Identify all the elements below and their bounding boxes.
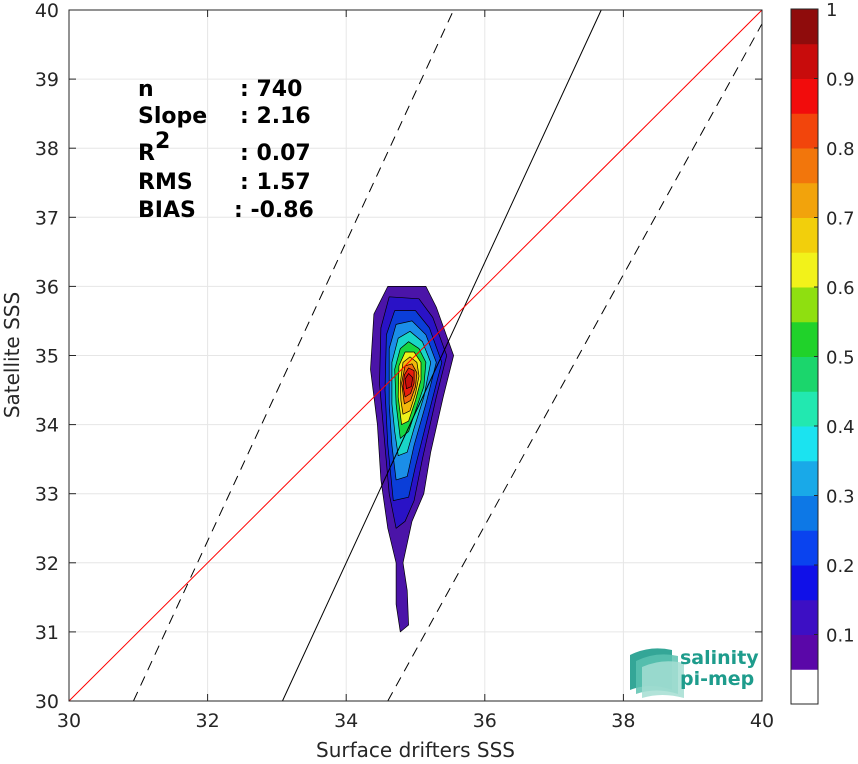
stat-rms-value: : 1.57	[240, 170, 311, 195]
colorbar-segment-16	[791, 113, 818, 149]
colorbar-segment-0	[791, 669, 818, 705]
colorbar-segment-15	[791, 148, 818, 184]
y-tick-label-37: 37	[35, 207, 59, 229]
x-tick-label-32: 32	[196, 710, 220, 732]
colorbar-segment-6	[791, 460, 818, 496]
colorbar-tick-label-0.5: 0.5	[826, 348, 855, 369]
stat-n-key: n	[138, 77, 154, 102]
logo-line2: pi-mep	[680, 668, 754, 690]
regression-lower-bound-line	[387, 23, 763, 702]
colorbar-segment-9	[791, 356, 818, 392]
colorbar-segment-1	[791, 634, 818, 670]
stat-r2-value: : 0.07	[240, 141, 311, 166]
logo-line1: salinity	[680, 647, 759, 669]
stat-rms-key: RMS	[138, 170, 193, 195]
colorbar-segment-8	[791, 391, 818, 427]
stat-slope-key: Slope	[138, 104, 207, 129]
y-tick-label-33: 33	[35, 484, 59, 506]
colorbar-tick-label-0.8: 0.8	[826, 139, 855, 160]
y-tick-label-35: 35	[35, 346, 59, 368]
colorbar-tick-label-0.6: 0.6	[826, 278, 855, 299]
stats-box: n : 740 Slope : 2.16 R 2 : 0.07 RMS : 1.…	[138, 77, 314, 223]
y-tick-label-30: 30	[35, 691, 59, 713]
y-tick-label-31: 31	[35, 622, 59, 644]
axis-ticks: 30 32 34 36 38 40 30 31 32 33 34 35 36 37 38 39 40	[35, 0, 774, 732]
density-contours	[370, 286, 454, 633]
colorbar-tick-label-0.4: 0.4	[826, 417, 855, 438]
y-tick-label-38: 38	[35, 138, 59, 160]
stat-r2-sup: 2	[155, 129, 170, 154]
x-tick-label-30: 30	[57, 710, 81, 732]
stat-bias-key: BIAS	[138, 198, 196, 223]
regression-upper-bound-line	[132, 9, 455, 702]
colorbar-tick-label-0.2: 0.2	[826, 556, 855, 577]
stat-n-value: : 740	[240, 77, 302, 102]
x-tick-label-38: 38	[611, 710, 635, 732]
colorbar-segment-7	[791, 426, 818, 462]
colorbar: 0.1 0.2 0.3 0.4 0.5 0.6 0.7 0.8 0.9 1	[790, 0, 855, 705]
y-tick-label-34: 34	[35, 415, 59, 437]
colorbar-segment-13	[791, 217, 818, 253]
y-tick-label-39: 39	[35, 69, 59, 91]
colorbar-segment-18	[791, 43, 818, 79]
colorbar-segment-5	[791, 495, 818, 531]
y-tick-label-32: 32	[35, 553, 59, 575]
colorbar-tick-label-1: 1	[826, 0, 837, 21]
stat-bias-value: : -0.86	[234, 198, 314, 223]
colorbar-segment-19	[791, 9, 818, 45]
colorbar-segment-17	[791, 78, 818, 114]
x-tick-label-34: 34	[334, 710, 358, 732]
colorbar-segment-11	[791, 287, 818, 323]
x-tick-label-40: 40	[750, 710, 774, 732]
y-tick-label-40: 40	[35, 0, 59, 22]
y-tick-label-36: 36	[35, 276, 59, 298]
colorbar-segment-2	[791, 599, 818, 635]
regression-line	[281, 9, 602, 702]
colorbar-tick-label-0.1: 0.1	[826, 626, 855, 647]
colorbar-segment-3	[791, 565, 818, 601]
logo-waves-icon	[630, 648, 684, 698]
y-axis-label: Satellite SSS	[0, 292, 24, 418]
colorbar-tick-label-0.9: 0.9	[826, 70, 855, 91]
stat-r2-key: R	[138, 141, 155, 166]
contour-level-1	[404, 373, 414, 390]
salinity-pimep-logo: salinity pi-mep	[630, 647, 759, 698]
colorbar-segment-12	[791, 252, 818, 288]
x-tick-label-36: 36	[473, 710, 497, 732]
stat-slope-value: : 2.16	[240, 104, 311, 129]
identity-line	[68, 9, 763, 702]
regression-lines	[68, 9, 763, 702]
colorbar-segment-4	[791, 530, 818, 566]
colorbar-tick-label-0.3: 0.3	[826, 487, 855, 508]
x-axis-label: Surface drifters SSS	[316, 738, 515, 762]
colorbar-tick-label-0.7: 0.7	[826, 209, 855, 230]
colorbar-segment-14	[791, 182, 818, 218]
colorbar-segment-10	[791, 321, 818, 357]
